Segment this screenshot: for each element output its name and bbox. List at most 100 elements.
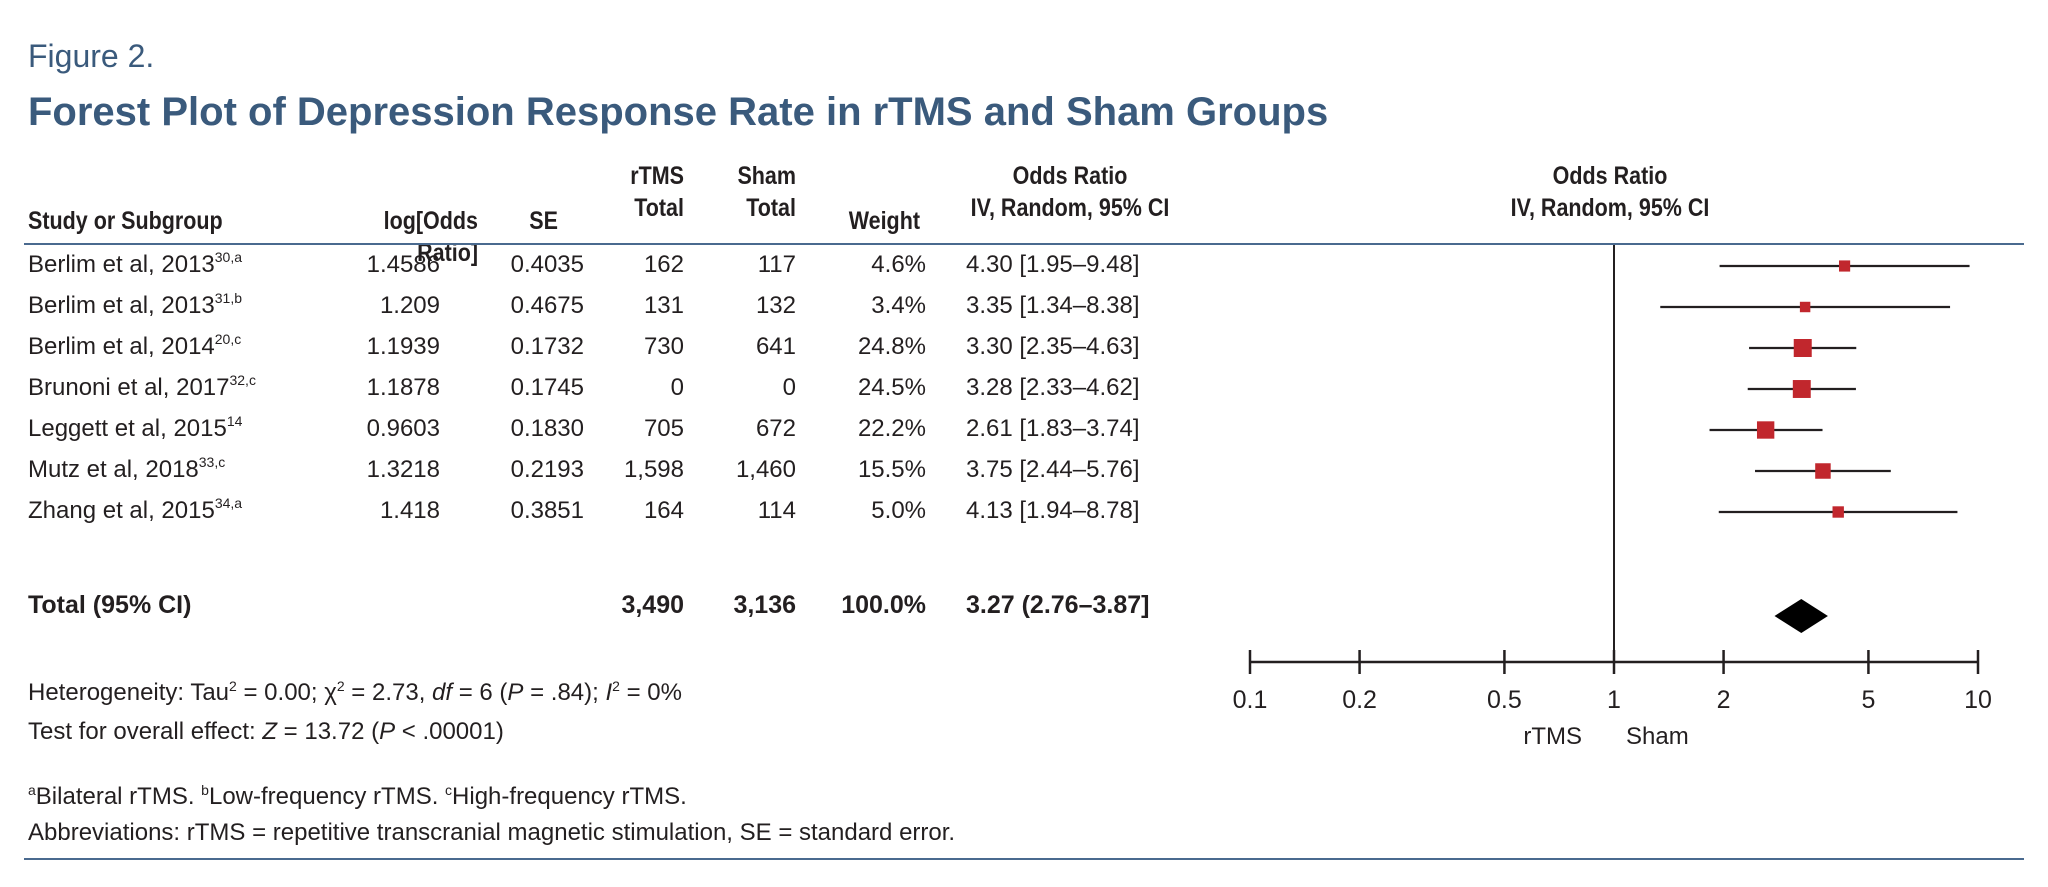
study-rtms-total: 730 bbox=[643, 333, 684, 360]
footnote-markers: aBilateral rTMS. bLow-frequency rTMS. cH… bbox=[28, 782, 687, 810]
study-weight: 15.5% bbox=[857, 456, 926, 483]
study-log-or: 1.209 bbox=[379, 292, 440, 319]
study-sham-total: 132 bbox=[755, 292, 796, 319]
study-se: 0.1732 bbox=[510, 333, 584, 360]
study-log-or: 1.418 bbox=[379, 497, 440, 524]
header-sham-2: Total bbox=[746, 194, 796, 222]
header-rtms-1: rTMS bbox=[630, 162, 684, 190]
study-ref: 20,c bbox=[214, 331, 242, 347]
total-label: Total (95% CI) bbox=[28, 591, 192, 619]
study-weight: 24.8% bbox=[857, 333, 926, 360]
x-tick-label: 2 bbox=[1717, 686, 1731, 714]
header-se: SE bbox=[529, 207, 558, 235]
study-weight: 3.4% bbox=[871, 292, 926, 319]
study-name-text: Brunoni et al, 2017 bbox=[28, 374, 230, 401]
study-log-or: 1.4586 bbox=[366, 251, 440, 278]
study-weight: 22.2% bbox=[857, 415, 926, 442]
header-plot-2: IV, Random, 95% CI bbox=[1510, 194, 1710, 222]
header-sham-1: Sham bbox=[737, 162, 796, 190]
study-rtms-total: 162 bbox=[643, 251, 684, 278]
header-study: Study or Subgroup bbox=[28, 207, 223, 235]
study-se: 0.1830 bbox=[510, 415, 584, 442]
study-se: 0.4675 bbox=[510, 292, 584, 319]
point-estimate bbox=[1756, 421, 1775, 439]
total-rtms: 3,490 bbox=[621, 591, 684, 619]
study-name-text: Berlim et al, 2013 bbox=[28, 292, 215, 319]
study-se: 0.3851 bbox=[510, 497, 584, 524]
bottom-rule bbox=[24, 858, 2024, 860]
study-rtms-total: 0 bbox=[670, 374, 684, 401]
study-weight: 4.6% bbox=[871, 251, 926, 278]
header-plot-1: Odds Ratio bbox=[1552, 162, 1668, 190]
study-name-text: Berlim et al, 2013 bbox=[28, 251, 215, 278]
x-tick-label: 10 bbox=[1964, 686, 1992, 714]
point-estimate bbox=[1832, 506, 1844, 518]
study-ref: 33,c bbox=[198, 454, 226, 470]
study-or-ci: 3.28 [2.33–4.62] bbox=[966, 374, 1140, 401]
study-name: Berlim et al, 201331,b bbox=[28, 290, 243, 323]
study-log-or: 1.3218 bbox=[366, 456, 440, 483]
study-weight: 5.0% bbox=[871, 497, 926, 524]
x-tick-label: 0.1 bbox=[1233, 686, 1268, 714]
figure-label: Figure 2. bbox=[28, 38, 155, 74]
favours-sham-label: Sham bbox=[1626, 723, 1689, 750]
study-or-ci: 2.61 [1.83–3.74] bbox=[966, 415, 1140, 442]
study-log-or: 0.9603 bbox=[366, 415, 440, 442]
study-rtms-total: 131 bbox=[643, 292, 684, 319]
x-tick-label: 1 bbox=[1607, 686, 1621, 714]
study-sham-total: 641 bbox=[755, 333, 796, 360]
study-name-text: Leggett et al, 2015 bbox=[28, 415, 227, 442]
total-ci: 3.27 (2.76–3.87] bbox=[966, 591, 1150, 619]
study-name: Zhang et al, 201534,a bbox=[28, 495, 242, 528]
abbreviations-note: Abbreviations: rTMS = repetitive transcr… bbox=[28, 819, 956, 846]
header-rule bbox=[24, 243, 2024, 245]
study-or-ci: 4.30 [1.95–9.48] bbox=[966, 251, 1140, 278]
study-name-text: Mutz et al, 2018 bbox=[28, 456, 199, 483]
study-or-ci: 3.30 [2.35–4.63] bbox=[966, 333, 1140, 360]
study-or-ci: 3.35 [1.34–8.38] bbox=[966, 292, 1140, 319]
study-or-ci: 4.13 [1.94–8.78] bbox=[966, 497, 1140, 524]
study-name-text: Zhang et al, 2015 bbox=[28, 497, 215, 524]
study-name: Mutz et al, 201833,c bbox=[28, 454, 226, 487]
study-log-or: 1.1878 bbox=[366, 374, 440, 401]
x-tick-label: 0.2 bbox=[1342, 686, 1377, 714]
study-name: Brunoni et al, 201732,c bbox=[28, 372, 256, 405]
point-estimate bbox=[1793, 339, 1812, 357]
study-se: 0.2193 bbox=[510, 456, 584, 483]
header-or-2: IV, Random, 95% CI bbox=[970, 194, 1170, 222]
study-sham-total: 1,460 bbox=[735, 456, 796, 483]
study-weight: 24.5% bbox=[857, 374, 926, 401]
point-estimate bbox=[1792, 380, 1811, 398]
study-or-ci: 3.75 [2.44–5.76] bbox=[966, 456, 1140, 483]
x-tick-label: 0.5 bbox=[1487, 686, 1522, 714]
study-sham-total: 672 bbox=[755, 415, 796, 442]
study-name: Berlim et al, 201420,c bbox=[28, 331, 242, 364]
header-or-1: Odds Ratio bbox=[1012, 162, 1128, 190]
study-name: Leggett et al, 201514 bbox=[28, 413, 242, 446]
study-rtms-total: 164 bbox=[643, 497, 684, 524]
study-sham-total: 0 bbox=[782, 374, 796, 401]
header-rtms-2: Total bbox=[634, 194, 684, 222]
point-estimate bbox=[1838, 260, 1851, 272]
header-weight: Weight bbox=[848, 207, 920, 235]
total-weight: 100.0% bbox=[841, 591, 926, 619]
study-sham-total: 117 bbox=[757, 251, 796, 278]
favours-rtms-label: rTMS bbox=[1523, 723, 1582, 750]
study-log-or: 1.1939 bbox=[366, 333, 440, 360]
study-ref: 32,c bbox=[229, 372, 256, 388]
study-sham-total: 114 bbox=[757, 497, 796, 524]
study-ref: 31,b bbox=[214, 290, 243, 306]
total-sham: 3,136 bbox=[733, 591, 796, 619]
heterogeneity-text: Heterogeneity: Tau2 = 0.00; χ2 = 2.73, d… bbox=[28, 678, 682, 706]
study-name: Berlim et al, 201330,a bbox=[28, 249, 243, 282]
study-se: 0.1745 bbox=[510, 374, 584, 401]
point-estimate bbox=[1815, 463, 1831, 479]
study-rtms-total: 705 bbox=[643, 415, 684, 442]
figure-title: Forest Plot of Depression Response Rate … bbox=[28, 90, 1329, 134]
x-tick-label: 5 bbox=[1861, 686, 1875, 714]
study-ref: 30,a bbox=[214, 249, 243, 265]
study-rtms-total: 1,598 bbox=[623, 456, 684, 483]
point-estimate bbox=[1799, 301, 1811, 313]
overall-effect-text: Test for overall effect: Z = 13.72 (P < … bbox=[28, 718, 504, 745]
